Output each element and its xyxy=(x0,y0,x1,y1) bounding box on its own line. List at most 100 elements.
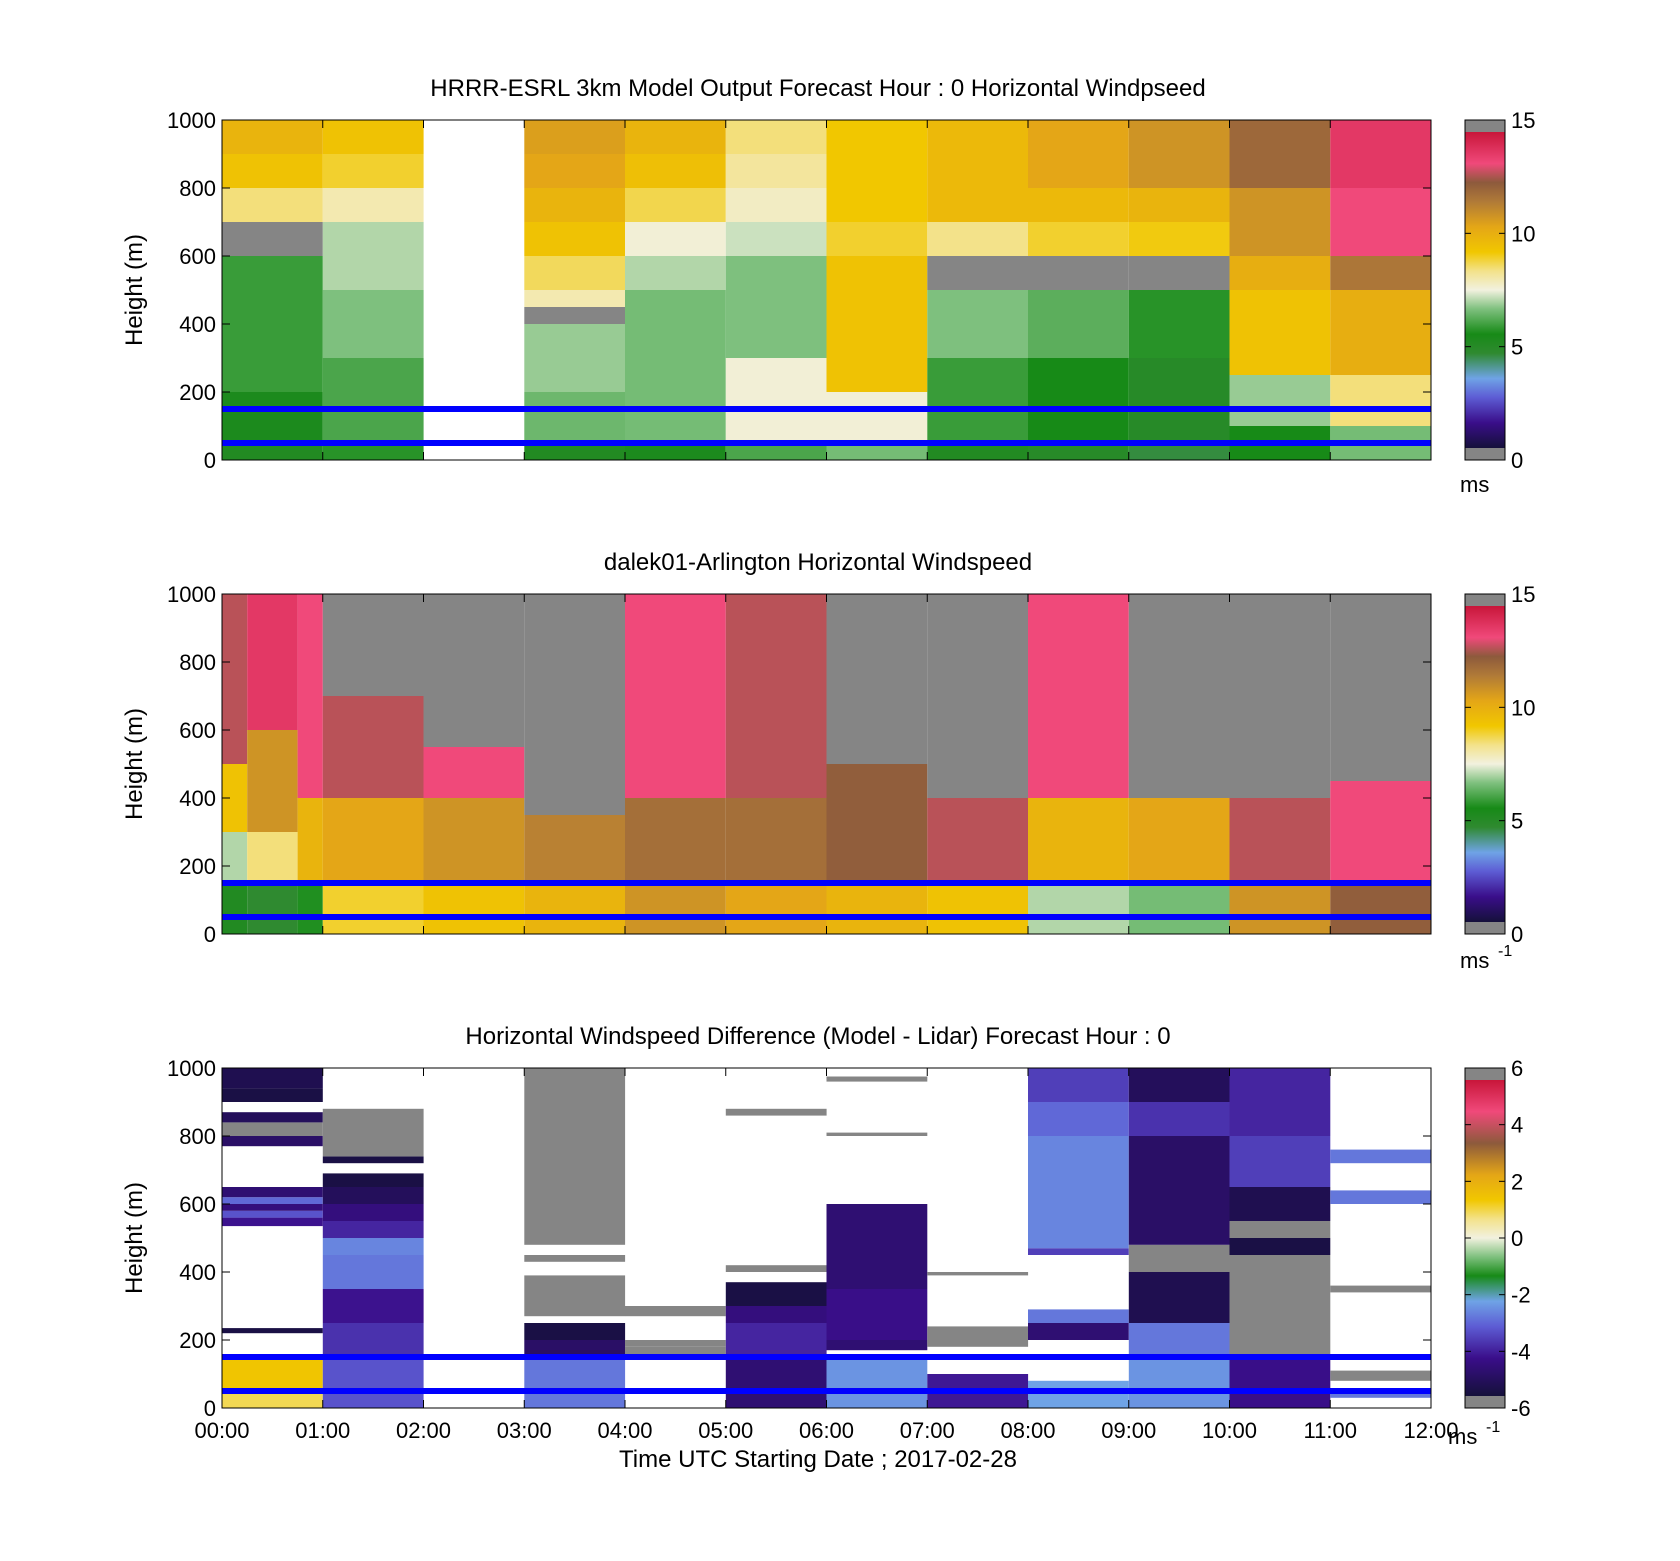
heatmap-cell xyxy=(322,120,424,154)
heatmap-cell xyxy=(322,696,424,798)
heatmap-cell xyxy=(1330,781,1432,883)
x-tick-label: 03:00 xyxy=(497,1418,552,1443)
x-tick-label: 02:00 xyxy=(396,1418,451,1443)
heatmap-cells xyxy=(222,594,1432,934)
x-tick-label: 01:00 xyxy=(295,1418,350,1443)
heatmap-cell xyxy=(725,1282,827,1306)
heatmap-cell xyxy=(1330,1149,1432,1164)
y-tick-label: 1000 xyxy=(167,582,216,607)
heatmap-cell xyxy=(1128,222,1230,256)
heatmap-cell xyxy=(222,1068,323,1089)
heatmap-cell xyxy=(826,1289,928,1340)
heatmap-cell xyxy=(222,1136,323,1147)
heatmap-cell xyxy=(322,1255,424,1289)
colorbar-gradient xyxy=(1465,1080,1505,1396)
y-tick-label: 0 xyxy=(204,922,216,947)
heatmap-cell xyxy=(1330,883,1432,934)
heatmap-cell xyxy=(725,443,827,460)
colorbar-tick-label: -4 xyxy=(1511,1339,1531,1364)
heatmap-cell xyxy=(247,730,298,832)
difference-heatmap: 0 200 400 600 800 1000 00:00 01:00 02:00 03:00 04:… xyxy=(121,1056,1531,1449)
heatmap-cell xyxy=(222,1357,323,1391)
y-axis-label: Height (m) xyxy=(121,708,148,820)
heatmap-cell xyxy=(1028,798,1129,883)
heatmap-cell xyxy=(322,1289,424,1323)
x-tick-label: 07:00 xyxy=(900,1418,955,1443)
heatmap-cell xyxy=(1229,1255,1331,1357)
heatmap-cell xyxy=(1028,883,1129,934)
heatmap-cell xyxy=(524,324,626,392)
heatmap-cell xyxy=(524,1255,626,1262)
heatmap-cell xyxy=(322,358,424,443)
heatmap-cell xyxy=(1028,222,1129,256)
heatmap-cell xyxy=(1229,1238,1331,1255)
heatmap-cell xyxy=(826,1357,928,1408)
lidar-heatmap: 0 200 400 600 800 1000 Height (m) 0 5 10 15 ms -1 xyxy=(121,582,1535,973)
heatmap-cell xyxy=(625,154,726,188)
colorbar-tick-label: 0 xyxy=(1511,1226,1523,1251)
heatmap-cell xyxy=(1229,798,1331,883)
colorbar-tick-label: 4 xyxy=(1511,1113,1523,1138)
heatmap-cell xyxy=(1330,375,1432,426)
heatmap-cell xyxy=(625,290,726,443)
heatmap-cell xyxy=(1330,594,1432,781)
y-tick-label: 200 xyxy=(179,854,216,879)
difference-panel: Horizontal Windspeed Difference (Model -… xyxy=(121,1023,1531,1449)
heatmap-cell xyxy=(1028,1102,1129,1136)
heatmap-cell xyxy=(524,883,626,934)
heatmap-cell xyxy=(1028,594,1129,798)
heatmap-cell xyxy=(524,1357,626,1408)
heatmap-cell xyxy=(1128,1323,1230,1357)
y-tick-label: 0 xyxy=(204,1396,216,1421)
y-tick-label: 400 xyxy=(179,312,216,337)
heatmap-cell xyxy=(826,392,928,443)
heatmap-cell xyxy=(247,883,298,934)
heatmap-cell xyxy=(927,1272,1029,1276)
colorbar-unit: ms xyxy=(1460,472,1489,497)
heatmap-cell xyxy=(423,798,525,883)
heatmap-cell xyxy=(322,1108,424,1157)
colorbar-tick-label: 0 xyxy=(1511,448,1523,473)
heatmap-cell xyxy=(1028,1136,1129,1249)
colorbar-tick-label: 10 xyxy=(1511,221,1535,246)
heatmap-cell xyxy=(625,120,726,154)
heatmap-cell xyxy=(1128,1102,1230,1136)
heatmap-cell xyxy=(826,764,928,883)
heatmap-cell xyxy=(1128,883,1230,934)
y-tick-label: 800 xyxy=(179,650,216,675)
heatmap-cell xyxy=(927,256,1029,290)
colorbar-frame xyxy=(1464,593,1506,935)
heatmap-cell xyxy=(927,798,1029,883)
heatmap-cell xyxy=(524,222,626,256)
heatmap-cell xyxy=(1028,1380,1129,1408)
heatmap-cell xyxy=(222,1088,323,1102)
colorbar: 0 5 10 15 ms -1 xyxy=(1460,582,1535,973)
heatmap-cell xyxy=(1330,290,1432,375)
x-tick-label: 00:00 xyxy=(194,1418,249,1443)
y-tick-label: 600 xyxy=(179,244,216,269)
heatmap-cell xyxy=(725,188,827,222)
colorbar-tick-label: 5 xyxy=(1511,809,1523,834)
heatmap-cell xyxy=(927,1326,1029,1347)
heatmap-cell xyxy=(927,290,1029,358)
heatmap-cell xyxy=(826,594,928,764)
heatmap-cell xyxy=(826,1204,928,1289)
heatmap-cell xyxy=(1229,375,1331,426)
heatmap-cell xyxy=(625,443,726,460)
model-panel: HRRR-ESRL 3km Model Output Forecast Hour… xyxy=(121,75,1535,497)
x-tick-label: 12:00 xyxy=(1403,1418,1458,1443)
x-axis-label: Time UTC Starting Date ; 2017-02-28 xyxy=(619,1446,1017,1473)
panel-title: HRRR-ESRL 3km Model Output Forecast Hour… xyxy=(430,75,1205,102)
colorbar: -6 -4 -2 0 2 4 6 ms -1 xyxy=(1448,1056,1531,1449)
heatmap-cell xyxy=(927,883,1029,934)
heatmap-cell xyxy=(322,1204,424,1221)
colorbar-unit-superscript: -1 xyxy=(1498,943,1512,960)
heatmap-cell xyxy=(1330,1285,1432,1293)
colorbar-tick-label: -6 xyxy=(1511,1396,1531,1421)
heatmap-cell xyxy=(524,188,626,222)
heatmap-cell xyxy=(322,1156,424,1164)
heatmap-cell xyxy=(1128,290,1230,358)
heatmap-cell xyxy=(247,832,298,883)
colorbar-gradient xyxy=(1465,132,1505,448)
heatmap-cell xyxy=(1128,1272,1230,1323)
